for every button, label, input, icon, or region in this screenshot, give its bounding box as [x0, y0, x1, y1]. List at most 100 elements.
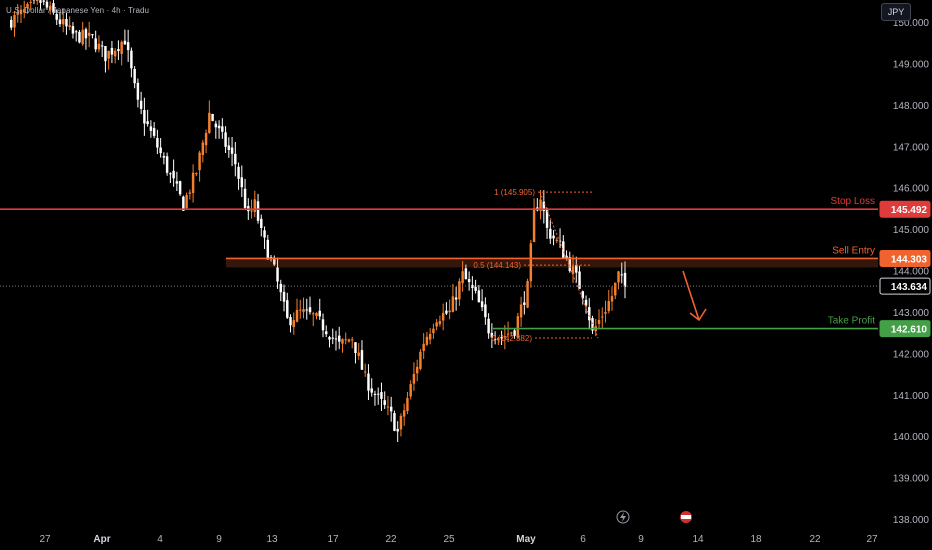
candle-body	[26, 3, 29, 8]
price-tick-label: 149.000	[893, 59, 930, 70]
candle-body	[52, 3, 55, 13]
candle-body	[308, 307, 312, 313]
fib-level-label: 1 (145.905)	[494, 188, 535, 197]
candle-body	[493, 338, 497, 340]
candle-body	[139, 100, 143, 109]
candle-body	[169, 173, 172, 175]
candle-body	[130, 50, 133, 69]
candle-body	[292, 320, 296, 327]
candle-body	[13, 15, 16, 28]
candle-body	[435, 322, 438, 327]
candle-body	[422, 343, 425, 351]
candle-body	[188, 192, 192, 194]
candle-body	[68, 25, 71, 27]
candle-body	[133, 68, 136, 84]
event-icons-layer	[616, 510, 692, 524]
fib-level-label: 0 (142.382)	[491, 334, 532, 343]
candle-body	[100, 45, 104, 47]
candle-body	[289, 317, 292, 326]
candle-body	[305, 309, 308, 311]
candle-body	[350, 339, 354, 341]
time-tick-label: 9	[638, 534, 644, 545]
candle-body	[208, 112, 211, 134]
candle-body	[500, 337, 503, 339]
candle-body	[87, 32, 91, 36]
candle-body	[565, 255, 568, 258]
candle-body	[204, 132, 208, 146]
candle-body	[94, 38, 97, 50]
currency-button[interactable]: JPY	[881, 3, 911, 21]
time-tick-label: 6	[580, 534, 586, 545]
price-axis[interactable]: 150.000 149.000 148.000 147.000 146.000 145.0…	[878, 0, 932, 550]
candle-body	[185, 194, 188, 209]
time-tick-label: 27	[866, 534, 878, 545]
candle-body	[503, 336, 507, 338]
candle-body	[614, 282, 617, 296]
level-label: Stop Loss	[831, 196, 875, 207]
candle-body	[506, 333, 510, 335]
stop-loss-price-tag-label: 145.492	[891, 205, 928, 216]
sell-entry-price-tag	[879, 249, 931, 267]
candle-body	[279, 283, 283, 293]
candle-body	[341, 339, 344, 344]
candle-body	[243, 188, 247, 208]
candle-body	[211, 113, 214, 122]
candle-body	[74, 31, 78, 33]
candle-body	[273, 257, 276, 265]
time-axis[interactable]: 27 Apr 4 9 13 17 22 25 May 6 9 14 18 22 27	[0, 528, 878, 550]
price-tick-label: 145.000	[893, 225, 930, 236]
candle-body	[315, 313, 318, 317]
candle-body	[591, 318, 594, 331]
candle-body	[584, 299, 588, 306]
candle-body	[302, 309, 305, 313]
candle-body	[438, 321, 442, 325]
candle-body	[376, 393, 380, 395]
candle-body	[399, 415, 403, 430]
candle-body	[367, 373, 370, 391]
candle-body	[487, 318, 490, 334]
candle-body	[389, 406, 393, 412]
price-tick-label: 139.000	[893, 474, 930, 485]
time-tick-label: 9	[216, 534, 222, 545]
candle-body	[562, 241, 565, 258]
candle-body	[224, 132, 227, 147]
candle-body	[152, 128, 156, 136]
lightning-event-icon[interactable]	[616, 510, 630, 524]
price-axis-background	[878, 0, 932, 550]
candle-body	[610, 296, 614, 302]
time-tick-label: 4	[157, 534, 163, 545]
candle-body	[383, 400, 386, 405]
candle-body	[601, 316, 604, 318]
candle-body	[104, 46, 107, 62]
candle-body	[425, 336, 429, 345]
candle-body	[578, 271, 581, 289]
candle-body	[451, 296, 455, 312]
candle-body	[165, 156, 169, 173]
candle-body	[480, 301, 484, 308]
candle-body	[337, 335, 341, 342]
candle-body	[117, 49, 120, 52]
candle-body	[178, 181, 182, 195]
candle-body	[295, 309, 299, 322]
candle-body	[58, 19, 62, 25]
candle-body	[159, 147, 162, 154]
candle-body	[545, 209, 549, 228]
down-arrow-icon	[682, 270, 707, 322]
level-label: Take Profit	[828, 316, 875, 327]
candle-body	[16, 12, 19, 15]
candle-body	[575, 265, 578, 273]
candle-body	[65, 18, 68, 27]
candle-body	[97, 43, 101, 50]
candle-body	[360, 350, 364, 370]
price-tick-label: 140.000	[893, 432, 930, 443]
current-price-tag	[879, 277, 931, 295]
candle-body	[510, 332, 513, 334]
candle-body	[23, 9, 26, 13]
candle-body	[250, 210, 253, 212]
candle-body	[172, 170, 175, 179]
candle-body	[237, 166, 240, 179]
candle-body	[617, 271, 620, 283]
candle-body	[454, 297, 458, 300]
candle-body	[143, 110, 146, 124]
